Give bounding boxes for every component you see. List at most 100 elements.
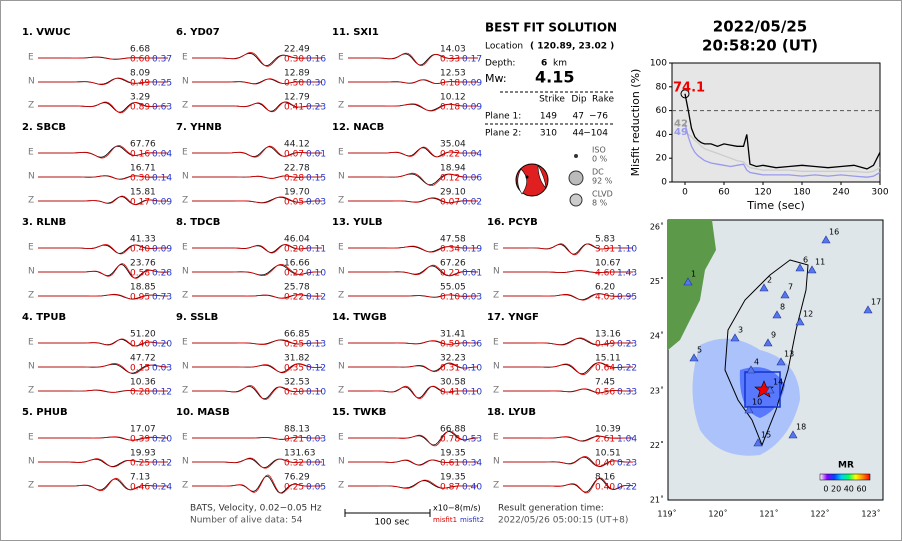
plane-label: Plane 1:: [485, 112, 521, 122]
misfit2: 0.73: [152, 293, 172, 303]
misfit2: 0.63: [152, 103, 172, 113]
station-label: 15: [761, 431, 771, 440]
misfit2: 0.23: [617, 459, 637, 469]
location: ( 120.89, 23.02 ): [530, 42, 614, 52]
misfit1: 0.15: [130, 364, 150, 374]
lat-label: 23˚: [650, 385, 664, 395]
colorbar: [819, 473, 871, 481]
amplitude: 12.89: [284, 69, 310, 79]
observed-trace: [348, 245, 478, 253]
x-tick-label: 0: [682, 188, 688, 198]
misfit2: 0.95: [617, 293, 637, 303]
misfit1: 0.17: [130, 198, 150, 208]
station-label: 5: [697, 346, 702, 355]
misfit2: 0.03: [306, 198, 326, 208]
station-name: 1. VWUC: [22, 27, 70, 38]
observed-trace: [192, 385, 322, 400]
misfit2: 0.04: [152, 150, 172, 160]
component: E: [28, 338, 34, 348]
misfit2: 0.01: [462, 269, 482, 279]
component: N: [28, 457, 35, 467]
observed-trace: [503, 477, 634, 494]
misfit1: 0.10: [440, 293, 460, 303]
component: N: [28, 267, 35, 277]
component: E: [338, 433, 344, 443]
misfit1: 0.12: [440, 174, 460, 184]
misfit2: 0.20: [152, 340, 172, 350]
misfit2: 0.10: [306, 388, 326, 398]
station-triangle: [689, 353, 699, 362]
misfit1: 0.28: [284, 174, 304, 184]
annotation: 42: [674, 119, 688, 130]
amplitude: 22.78: [284, 164, 310, 174]
misfit2: 0.15: [306, 174, 326, 184]
scale-label: 100 sec: [374, 518, 409, 528]
station-name: 15. TWKB: [332, 407, 386, 418]
component: Z: [28, 196, 34, 206]
component: Z: [182, 101, 188, 111]
station-label: 9: [771, 331, 776, 340]
misfit1: 0.28: [130, 388, 150, 398]
misfit2: 0.06: [462, 174, 482, 184]
misfit2-legend: misfit2: [460, 516, 484, 524]
misfit1: 0.35: [284, 364, 304, 374]
annotation: 49: [674, 127, 688, 138]
component: E: [338, 148, 344, 158]
clvd-icon: [569, 193, 583, 207]
amplitude: 41.33: [130, 235, 156, 245]
observed-trace: [38, 77, 168, 86]
y-axis-label: Misfit reduction (%): [629, 69, 642, 177]
observed-trace: [38, 293, 168, 300]
observed-trace: [192, 294, 322, 299]
station-name: 2. SBCB: [22, 122, 66, 133]
component: N: [493, 457, 500, 467]
amplitude: 19.70: [284, 188, 310, 198]
observed-trace: [348, 340, 478, 345]
amplitude: 47.58: [440, 235, 466, 245]
observed-trace: [38, 145, 168, 159]
amplitude: 10.67: [595, 259, 621, 269]
amplitude: 23.76: [130, 259, 156, 269]
amplitude: 12.53: [440, 69, 466, 79]
observed-trace: [503, 455, 633, 467]
misfit1: 0.22: [284, 293, 304, 303]
amplitude: 32.23: [440, 354, 466, 364]
misfit1: 0.40: [130, 340, 150, 350]
station-triangle: [788, 430, 798, 439]
component: E: [182, 53, 188, 63]
misfit2: 0.09: [152, 245, 172, 255]
observed-trace: [192, 436, 322, 440]
station-name: 7. YHNB: [176, 122, 222, 133]
amplitude: 22.49: [284, 45, 310, 55]
component: N: [338, 362, 345, 372]
amplitude: 6.68: [130, 45, 150, 55]
misfit1: 0.25: [284, 483, 304, 493]
amplitude: 15.11: [595, 354, 621, 364]
misfit1: 0.95: [130, 293, 150, 303]
component: E: [28, 433, 34, 443]
amplitude: 67.76: [130, 140, 156, 150]
series-line: [684, 131, 881, 174]
observed-trace: [348, 479, 478, 489]
amplitude: 13.16: [595, 330, 621, 340]
taiwan: [724, 259, 809, 447]
misfit2: 0.14: [152, 174, 172, 184]
misfit1: 0.05: [284, 198, 304, 208]
observed-trace: [38, 175, 168, 180]
station-name: 17. YNGF: [487, 312, 539, 323]
amplitude: 7.13: [130, 473, 150, 483]
y-tick-label: 100: [650, 59, 667, 69]
misfit1: 0.30: [284, 55, 304, 65]
lat-label: 22˚: [650, 440, 664, 450]
station-label: 3: [738, 326, 743, 335]
component: Z: [28, 101, 34, 111]
misfit2: 0.05: [306, 483, 326, 493]
station-label: 4: [754, 358, 759, 367]
y-tick-label: 60: [656, 106, 668, 116]
misfit1: 0.07: [440, 198, 460, 208]
plane-value: 149: [540, 112, 557, 122]
misfit2: 0.22: [617, 483, 637, 493]
amplitude: 8.16: [595, 473, 615, 483]
observed-trace: [348, 459, 478, 466]
